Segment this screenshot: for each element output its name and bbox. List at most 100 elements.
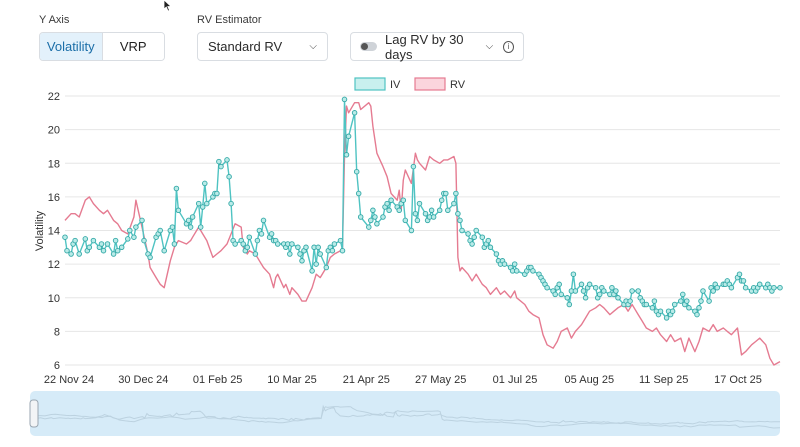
data-point-iv[interactable] [558, 291, 564, 298]
data-point-iv[interactable] [195, 200, 202, 207]
data-point-iv[interactable] [351, 110, 358, 116]
data-point-iv[interactable] [141, 237, 147, 244]
data-point-iv[interactable] [68, 251, 74, 257]
data-point-iv[interactable] [204, 200, 210, 207]
data-point-iv[interactable] [112, 237, 119, 244]
data-point-iv[interactable] [386, 207, 392, 214]
data-point-iv[interactable] [629, 288, 635, 294]
data-point-iv[interactable] [90, 237, 97, 244]
data-point-iv[interactable] [592, 284, 599, 291]
data-point-iv[interactable] [469, 241, 475, 247]
data-point-iv[interactable] [64, 247, 70, 254]
data-point-iv[interactable] [161, 247, 167, 254]
data-point-iv[interactable] [428, 207, 435, 214]
data-point-iv[interactable] [530, 268, 536, 274]
data-point-iv[interactable] [436, 207, 443, 214]
lag-rv-control[interactable]: Lag RV by 30 days ⌵ i [350, 32, 524, 62]
data-point-iv[interactable] [76, 251, 82, 257]
data-point-iv[interactable] [736, 271, 743, 277]
data-point-iv[interactable] [684, 298, 690, 304]
data-point-iv[interactable] [416, 200, 423, 207]
navigator-background[interactable] [30, 391, 780, 436]
data-point-iv[interactable] [471, 234, 477, 240]
data-point-iv[interactable] [686, 305, 692, 311]
range-navigator[interactable] [29, 391, 781, 436]
data-point-iv[interactable] [544, 284, 550, 291]
data-point-iv[interactable] [414, 217, 421, 224]
data-point-iv[interactable] [465, 231, 471, 237]
data-point-iv[interactable] [578, 281, 585, 288]
data-point-iv[interactable] [323, 264, 330, 271]
data-point-iv[interactable] [228, 200, 234, 207]
data-point-iv[interactable] [740, 278, 747, 284]
data-point-iv[interactable] [635, 288, 641, 294]
data-point-iv[interactable] [366, 224, 372, 230]
rv-estimator-select[interactable]: Standard RV ⌵ [197, 32, 328, 61]
data-point-iv[interactable] [169, 224, 176, 230]
data-point-iv[interactable] [224, 157, 230, 163]
data-point-iv[interactable] [580, 288, 587, 294]
data-point-iv[interactable] [438, 197, 445, 203]
data-point-iv[interactable] [564, 295, 571, 301]
data-point-iv[interactable] [246, 234, 253, 240]
data-point-iv[interactable] [756, 281, 763, 288]
data-point-iv[interactable] [289, 241, 295, 247]
data-point-iv[interactable] [317, 251, 323, 257]
data-point-iv[interactable] [609, 284, 615, 291]
data-point-iv[interactable] [586, 281, 593, 288]
data-point-iv[interactable] [680, 291, 686, 298]
data-point-iv[interactable] [613, 288, 619, 294]
data-point-iv[interactable] [187, 224, 194, 230]
data-point-iv[interactable] [627, 298, 633, 304]
data-point-iv[interactable] [570, 271, 577, 277]
data-point-iv[interactable] [698, 298, 704, 304]
data-point-iv[interactable] [556, 281, 562, 288]
data-point-iv[interactable] [777, 284, 783, 291]
chevron-down-icon[interactable]: ⌵ [485, 41, 494, 52]
data-point-iv[interactable] [479, 234, 486, 240]
data-point-iv[interactable] [110, 251, 117, 257]
data-point-iv[interactable] [189, 214, 196, 220]
data-point-iv[interactable] [728, 284, 735, 291]
data-point-iv[interactable] [453, 190, 459, 197]
data-point-iv[interactable] [133, 224, 139, 230]
data-point-iv[interactable] [353, 168, 360, 175]
data-point-iv[interactable] [511, 261, 518, 267]
data-point-iv[interactable] [408, 227, 415, 234]
data-point-iv[interactable] [299, 258, 305, 264]
data-point-iv[interactable] [315, 244, 321, 251]
series-line-iv[interactable] [64, 98, 780, 319]
data-point-iv[interactable] [295, 244, 301, 251]
data-point-iv[interactable] [430, 214, 437, 220]
data-point-iv[interactable] [297, 251, 303, 257]
info-icon[interactable]: i [503, 40, 514, 53]
data-point-iv[interactable] [214, 190, 220, 197]
data-point-iv[interactable] [649, 305, 656, 311]
data-point-iv[interactable] [199, 204, 206, 210]
data-point-iv[interactable] [337, 237, 344, 244]
data-point-iv[interactable] [202, 180, 208, 187]
data-point-iv[interactable] [118, 244, 125, 251]
data-point-iv[interactable] [258, 231, 265, 237]
data-point-iv[interactable] [372, 214, 378, 220]
data-point-iv[interactable] [139, 217, 145, 224]
data-point-iv[interactable] [384, 200, 390, 207]
data-point-iv[interactable] [303, 244, 309, 251]
data-point-iv[interactable] [643, 301, 650, 308]
data-point-iv[interactable] [341, 96, 348, 103]
data-point-iv[interactable] [232, 241, 238, 247]
data-point-iv[interactable] [370, 207, 376, 214]
data-point-iv[interactable] [455, 210, 461, 217]
data-point-iv[interactable] [451, 200, 457, 207]
volatility-button[interactable]: Volatility [40, 33, 102, 60]
data-point-iv[interactable] [368, 217, 374, 224]
data-point-iv[interactable] [287, 251, 293, 257]
data-point-iv[interactable] [742, 284, 749, 291]
data-point-iv[interactable] [714, 284, 720, 291]
data-point-iv[interactable] [412, 210, 419, 217]
data-point-iv[interactable] [669, 308, 676, 314]
vrp-button[interactable]: VRP [101, 33, 164, 60]
data-point-iv[interactable] [501, 261, 508, 267]
data-point-iv[interactable] [572, 288, 579, 294]
data-point-iv[interactable] [72, 237, 78, 244]
